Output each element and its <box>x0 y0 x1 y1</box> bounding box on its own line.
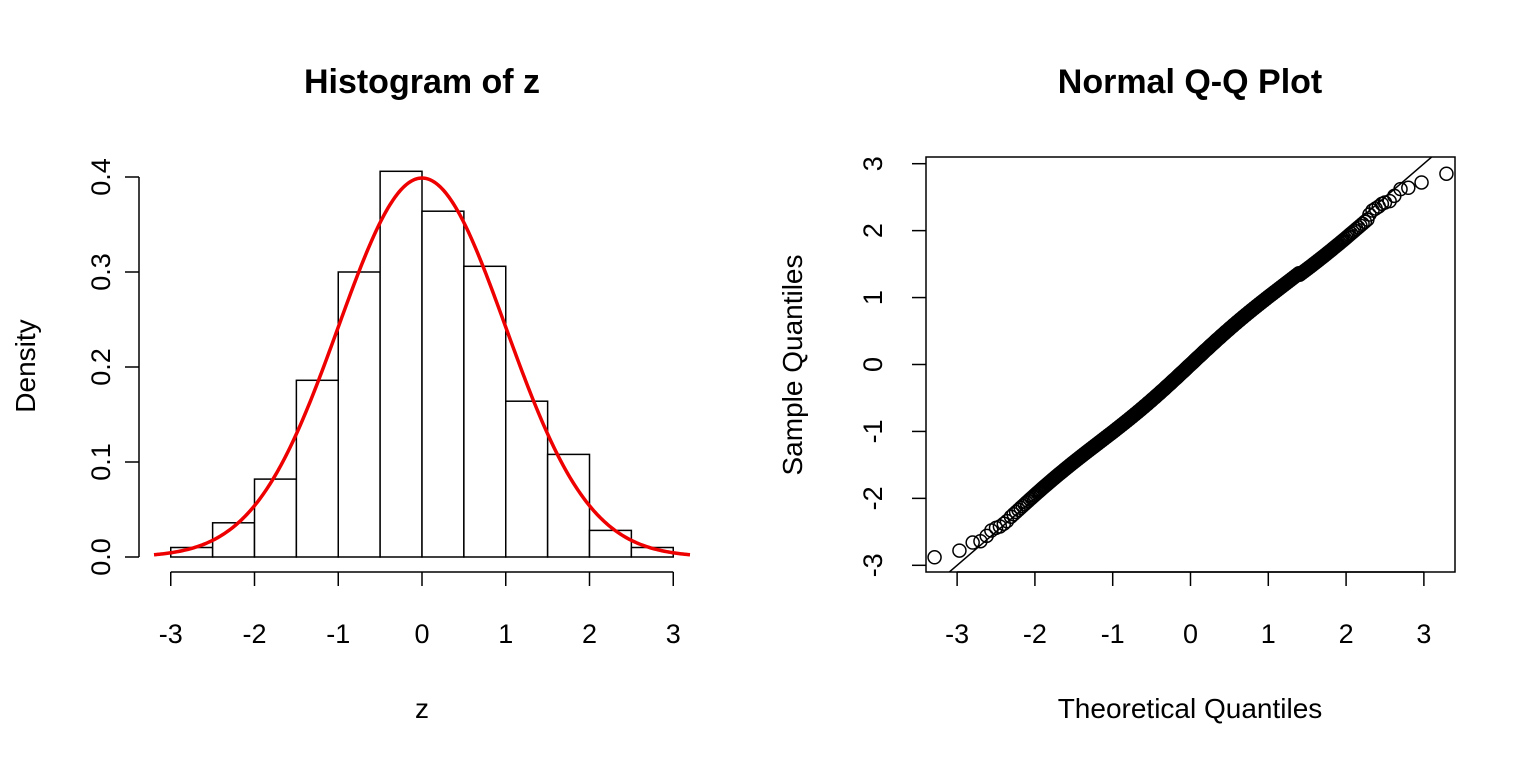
normal-density-curve <box>153 176 691 557</box>
histogram-x-tick-label: -1 <box>326 619 350 649</box>
histogram-x-tick-label: 1 <box>498 619 513 649</box>
qq-x-tick-label: -1 <box>1101 619 1125 649</box>
qq-x-tick-label: -3 <box>945 619 969 649</box>
qq-x-axis-label: Theoretical Quantiles <box>1058 693 1323 724</box>
qq-point <box>1393 181 1408 197</box>
histogram-bar <box>337 271 381 558</box>
qq-point <box>1401 180 1416 196</box>
qq-y-tick-label: 3 <box>858 156 888 171</box>
histogram-y-axis: 0.0 0.1 0.2 0.3 0.4 <box>86 158 140 576</box>
histogram-title: Histogram of z <box>304 63 540 101</box>
histogram-y-tick-label: 0.1 <box>86 443 116 481</box>
histogram-bar <box>588 529 633 558</box>
histogram-panel: Histogram of z z Density -3 -2 -1 0 1 2 3 0.00… <box>10 63 691 724</box>
histogram-x-tick-label: 2 <box>582 619 597 649</box>
qq-plot-title: Normal Q-Q Plot <box>1058 63 1322 101</box>
qq-y-axis: -3 -2 -1 0 1 2 3 <box>858 156 926 577</box>
histogram-x-tick-label: 3 <box>666 619 681 649</box>
qq-y-axis-label: Sample Quantiles <box>777 254 808 475</box>
qq-y-tick-label: 2 <box>858 223 888 238</box>
histogram-x-axis: -3 -2 -1 0 1 2 3 <box>159 571 681 649</box>
qq-point <box>965 535 980 550</box>
histogram-x-tick-label: -3 <box>159 619 183 649</box>
qq-x-tick-label: 1 <box>1261 619 1276 649</box>
histogram-x-tick-label: -2 <box>242 619 266 649</box>
qq-point <box>999 513 1015 529</box>
histogram-y-axis-label: Density <box>10 319 41 412</box>
qq-point <box>1414 175 1429 190</box>
histogram-x-axis-label: z <box>415 693 429 724</box>
qq-y-tick-label: -2 <box>858 486 888 510</box>
qq-point <box>979 528 994 544</box>
qq-y-tick-label: 1 <box>858 290 888 305</box>
histogram-y-tick-label: 0.2 <box>86 348 116 386</box>
qq-x-tick-label: -2 <box>1023 619 1047 649</box>
qq-x-tick-label: 2 <box>1339 619 1354 649</box>
qq-plot-panel: Normal Q-Q Plot Theoretical Quantiles Sa… <box>777 63 1456 724</box>
qq-x-axis: -3 -2 -1 0 1 2 3 <box>945 571 1431 649</box>
qq-point <box>1355 216 1370 231</box>
histogram-bar <box>379 170 423 558</box>
histogram-bar <box>546 453 591 558</box>
histogram-bars <box>170 170 674 558</box>
qq-x-tick-label: 3 <box>1416 619 1431 649</box>
histogram-bar <box>505 400 549 558</box>
qq-y-tick-label: 0 <box>858 357 888 372</box>
histogram-bar <box>253 478 298 558</box>
histogram-x-tick-label: 0 <box>414 619 429 649</box>
qq-y-tick-label: -1 <box>858 419 888 443</box>
qq-point <box>1439 166 1454 181</box>
histogram-bar <box>295 379 339 558</box>
qq-point <box>1357 214 1373 229</box>
qq-sample-points <box>927 166 1454 565</box>
histogram-y-tick-label: 0.0 <box>86 538 116 576</box>
qq-x-tick-label: 0 <box>1183 619 1198 649</box>
qq-point <box>952 543 967 558</box>
histogram-bar <box>421 210 465 558</box>
histogram-y-tick-label: 0.3 <box>86 253 116 291</box>
histogram-y-tick-label: 0.4 <box>86 158 116 196</box>
qq-y-tick-label: -3 <box>858 553 888 577</box>
qq-point <box>996 516 1012 532</box>
qq-point <box>1382 193 1397 209</box>
qq-point <box>927 550 942 565</box>
